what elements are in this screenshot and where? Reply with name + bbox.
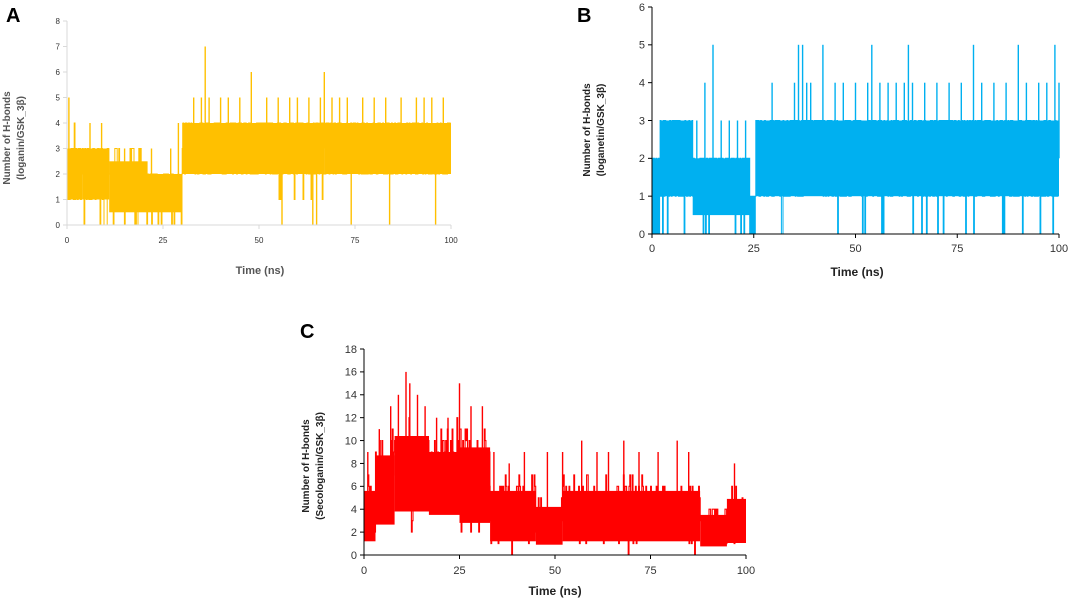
panel-a-y-tick-label: 1 (56, 195, 61, 204)
panel-c-y-tick-label: 16 (345, 367, 357, 379)
panel-b-ylabel-line2: (loganetin/GSK_3β) (596, 84, 607, 177)
panel-c-xlabel: Time (ns) (528, 584, 581, 598)
panel-c-core-band (459, 447, 491, 523)
panel-letter-b: B (577, 5, 591, 27)
panel-c-core-band (535, 506, 563, 545)
panel-b-y-tick-label: 3 (639, 115, 645, 127)
panel-c-y-axis: 0 2 4 6 8 10 12 14 16 18 (345, 344, 365, 562)
panel-b-x-tick-label: 100 (1050, 243, 1068, 255)
panel-a-core-band (109, 161, 148, 213)
panel-a-x-tick-label: 25 (159, 236, 168, 245)
panel-a-x-tick-label: 50 (255, 236, 264, 245)
panel-c-core-band (375, 455, 395, 525)
panel-a-core-band (147, 174, 183, 213)
panel-c-y-tick-label: 2 (351, 527, 357, 539)
panel-a-y-tick-label: 0 (56, 221, 61, 230)
panel-c-x-tick-label: 75 (644, 565, 656, 577)
panel-letter-c: C (300, 321, 314, 343)
panel-b-y-tick-label: 2 (639, 153, 645, 165)
panel-b-plot-area (652, 44, 1060, 235)
panel-c-x-axis: 0 25 50 75 100 (361, 554, 755, 577)
panel-b-x-tick-label: 0 (649, 243, 655, 255)
panel-a-y-tick-label: 4 (56, 119, 61, 128)
panel-a-x-tick-label: 0 (65, 236, 70, 245)
panel-a-y-tick-label: 6 (56, 68, 61, 77)
panel-b-y-tick-label: 0 (639, 229, 645, 241)
panel-b: B 0 1 2 3 4 5 6 0 25 50 75 100 Number of H-bonds (… (577, 2, 1068, 279)
panel-b-x-tick-label: 50 (849, 243, 861, 255)
panel-c-y-tick-label: 18 (345, 344, 357, 356)
panel-a-y-axis: 0 1 2 3 4 5 6 7 8 (56, 17, 68, 230)
panel-a-y-tick-label: 7 (56, 42, 61, 51)
panel-b-core-band (755, 120, 795, 197)
panel-c-y-tick-label: 12 (345, 413, 357, 425)
panel-a-core-band (67, 148, 83, 200)
panel-c-x-tick-label: 100 (737, 565, 755, 577)
panel-c-y-tick-label: 0 (351, 550, 357, 562)
panel-a-xlabel: Time (ns) (236, 265, 285, 277)
panel-b-core-band (660, 120, 693, 197)
panel-b-x-tick-label: 25 (748, 243, 760, 255)
panel-c-core-band (726, 498, 746, 543)
panel-c-x-tick-label: 0 (361, 565, 367, 577)
panel-c-core-band (490, 490, 536, 542)
panel-c-core-band (428, 452, 460, 515)
panel-a-x-axis: 0 25 50 75 100 (65, 224, 458, 245)
panel-b-y-tick-label: 5 (639, 40, 645, 52)
panel-c-y-tick-label: 6 (351, 481, 357, 493)
panel-a-y-tick-label: 2 (56, 170, 61, 179)
panel-c-ylabel-line1: Number of H-bonds (301, 419, 312, 513)
panel-a-ylabel-line2: (loganin/GSK_3β) (16, 96, 27, 180)
panel-c: C 0 2 4 6 8 10 12 14 16 18 0 25 50 75 100 Number of H… (300, 321, 755, 598)
panel-a-ylabel-line1: Number of H-bonds (2, 91, 13, 185)
panel-c-y-tick-label: 10 (345, 435, 357, 447)
panel-c-x-tick-label: 25 (453, 565, 465, 577)
panel-c-core-band (394, 436, 429, 512)
panel-c-core-band (700, 514, 727, 547)
panel-c-y-tick-label: 8 (351, 458, 357, 470)
panel-a-core-band (324, 123, 451, 174)
panel-b-core-band (652, 158, 661, 234)
panel-b-x-tick-label: 75 (951, 243, 963, 255)
panel-b-y-tick-label: 4 (639, 78, 645, 90)
panel-a-x-tick-label: 100 (444, 236, 458, 245)
panel-b-y-tick-label: 1 (639, 191, 645, 203)
panel-c-x-tick-label: 50 (549, 565, 561, 577)
panel-a-core-band (82, 148, 110, 200)
panel-c-core-band (364, 490, 376, 542)
panel-b-core-band (794, 120, 1059, 197)
panel-a-plot-area (67, 46, 451, 226)
panel-a: A 0 1 2 3 4 5 6 7 8 0 25 50 75 100 Number of H-bonds… (2, 5, 458, 277)
panel-a-y-tick-label: 8 (56, 17, 61, 26)
panel-b-x-axis: 0 25 50 75 100 (649, 233, 1068, 255)
panel-b-ylabel-line1: Number of H-bonds (582, 83, 593, 177)
panel-a-y-tick-label: 3 (56, 144, 61, 153)
panel-a-x-tick-label: 75 (351, 236, 360, 245)
panel-c-y-tick-label: 4 (351, 504, 357, 516)
panel-b-core-band (749, 196, 756, 234)
panel-b-y-axis: 0 1 2 3 4 5 6 (639, 2, 653, 241)
panel-c-core-band (562, 490, 701, 542)
panel-c-ylabel-line2: (Secologanin/GSK_3β) (315, 412, 326, 520)
panel-letter-a: A (6, 5, 20, 27)
panel-c-y-tick-label: 14 (345, 390, 357, 402)
panel-b-xlabel: Time (ns) (830, 265, 883, 279)
panel-c-plot-area (364, 371, 746, 556)
panel-b-y-tick-label: 6 (639, 2, 645, 14)
panel-a-y-tick-label: 5 (56, 93, 61, 102)
panel-a-core-band (259, 123, 325, 174)
